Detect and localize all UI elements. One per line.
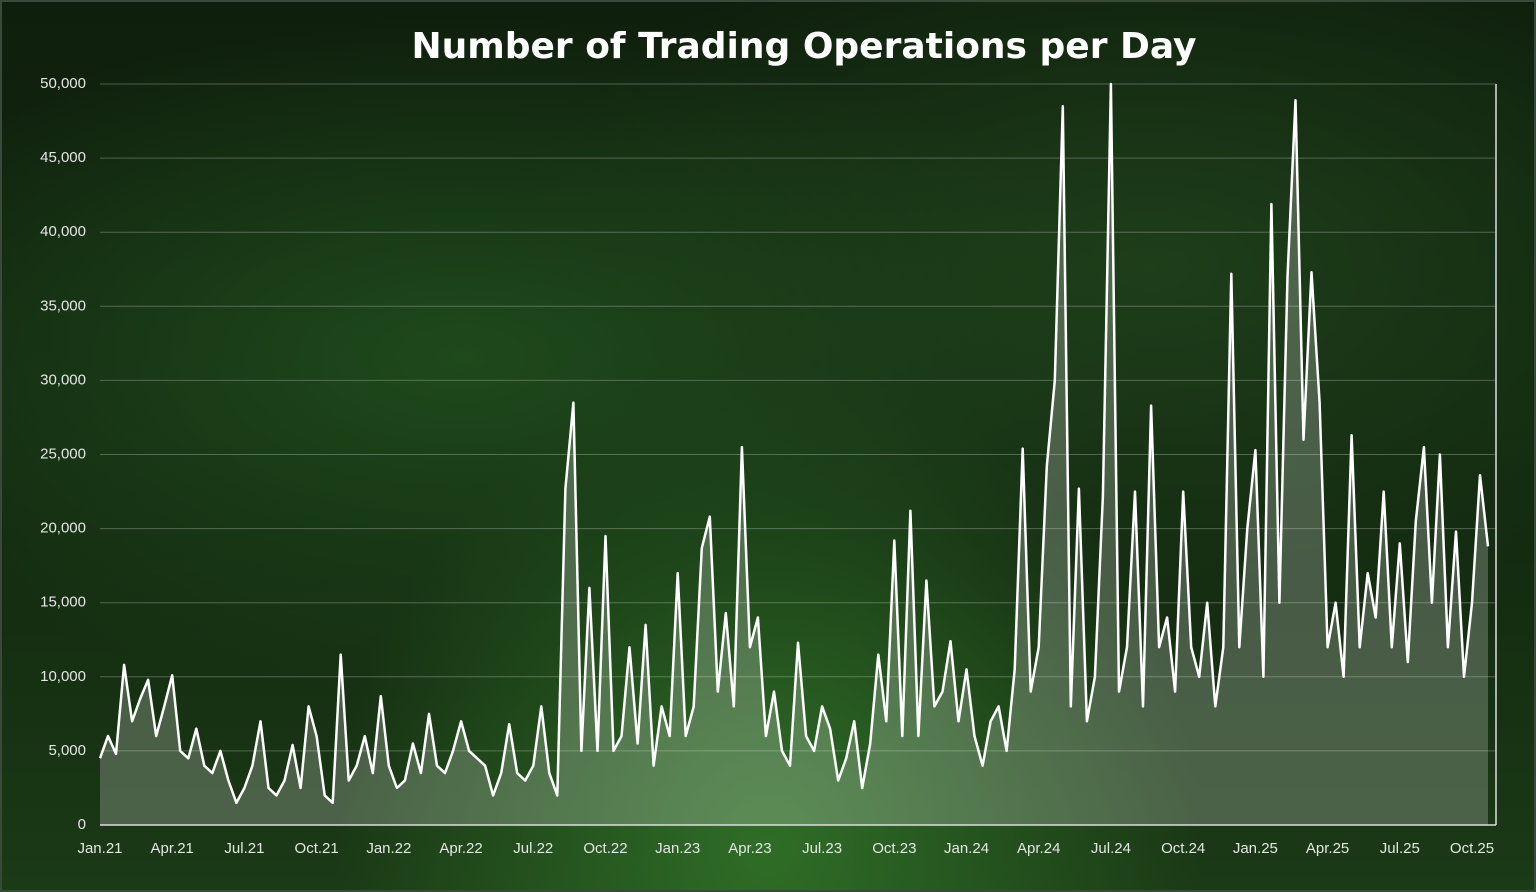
x-tick-label: Apr.23 <box>728 840 771 857</box>
y-tick-label: 35,000 <box>40 297 86 314</box>
x-tick-label: Oct.24 <box>1161 840 1205 857</box>
y-tick-label: 20,000 <box>40 520 86 537</box>
y-tick-label: 40,000 <box>40 223 86 240</box>
x-tick-label: Jul.25 <box>1380 840 1420 857</box>
x-tick-label: Apr.22 <box>439 840 482 857</box>
y-tick-label: 50,000 <box>40 75 86 92</box>
y-tick-label: 30,000 <box>40 371 86 388</box>
y-tick-label: 5,000 <box>48 742 86 759</box>
y-tick-label: 25,000 <box>40 445 86 462</box>
x-tick-label: Jan.24 <box>944 840 989 857</box>
x-tick-label: Apr.21 <box>151 840 194 857</box>
x-tick-label: Jan.25 <box>1233 840 1278 857</box>
y-tick-label: 0 <box>78 816 86 833</box>
line <box>98 82 1490 805</box>
y-tick-label: 45,000 <box>40 149 86 166</box>
x-tick-label: Jan.21 <box>77 840 122 857</box>
x-tick-label: Jan.22 <box>366 840 411 857</box>
x-tick-label: Jul.24 <box>1091 840 1131 857</box>
x-tick-label: Jul.22 <box>513 840 553 857</box>
x-tick-label: Jul.21 <box>224 840 264 857</box>
x-tick-label: Apr.24 <box>1017 840 1060 857</box>
y-tick-label: 10,000 <box>40 668 86 685</box>
x-tick-label: Oct.22 <box>583 840 627 857</box>
x-tick-label: Oct.21 <box>295 840 339 857</box>
x-tick-label: Jan.23 <box>655 840 700 857</box>
y-tick-label: 15,000 <box>40 594 86 611</box>
x-tick-label: Oct.23 <box>872 840 916 857</box>
x-tick-label: Apr.25 <box>1306 840 1349 857</box>
area <box>100 84 1488 825</box>
chart-title: Number of Trading Operations per Day <box>411 26 1196 67</box>
x-tick-label: Jul.23 <box>802 840 842 857</box>
x-tick-label: Oct.25 <box>1450 840 1494 857</box>
